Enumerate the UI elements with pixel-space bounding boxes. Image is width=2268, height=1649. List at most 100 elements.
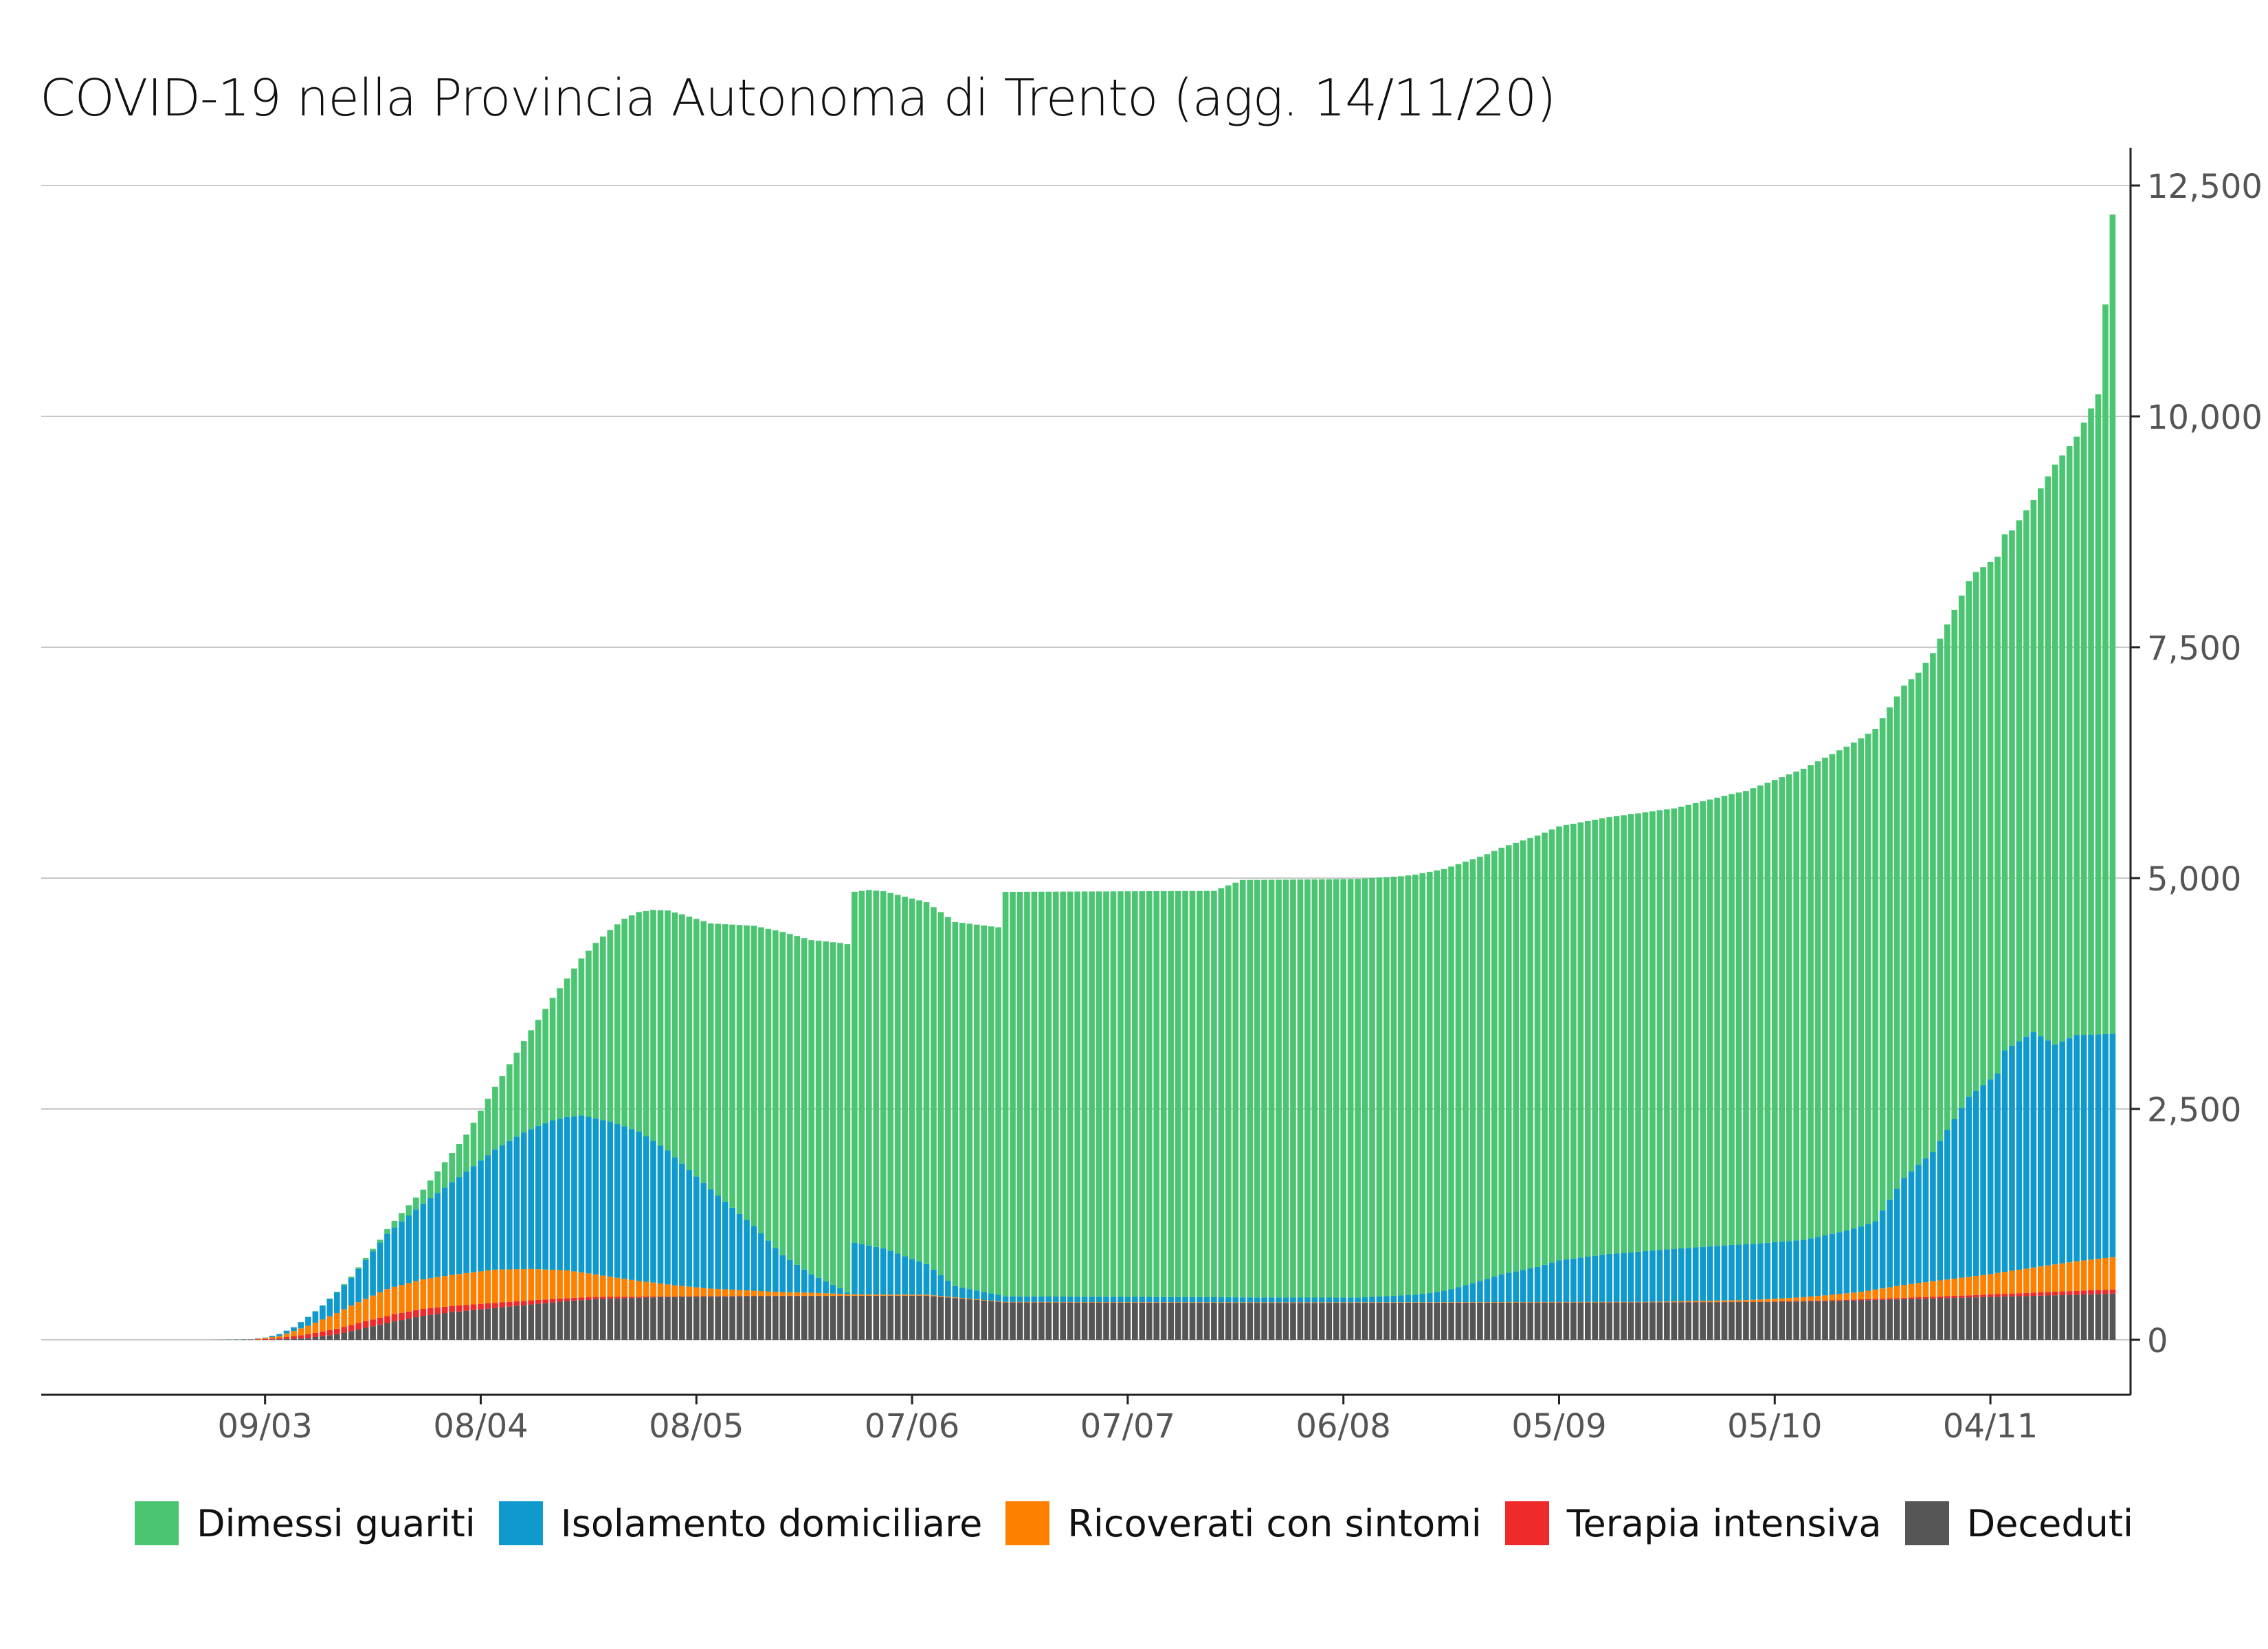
legend-item-terapia-intensiva[interactable]: Terapia intensiva (1504, 1501, 1882, 1545)
bar-segment (2074, 436, 2080, 1035)
bar-segment (1463, 862, 1469, 1286)
bar-segment (1484, 1279, 1491, 1303)
bar-segment (1282, 879, 1289, 1298)
bar-segment (679, 1297, 685, 1340)
bar-segment (1922, 1299, 1929, 1340)
bar-segment (1405, 1303, 1412, 1340)
bar-segment (837, 1296, 843, 1340)
bar-segment (1448, 1302, 1454, 1303)
bar-segment (362, 1257, 369, 1260)
legend-item-dimessi-guariti[interactable]: Dimessi guariti (134, 1501, 476, 1545)
bar-segment (478, 1309, 484, 1340)
bar-segment (1584, 1257, 1591, 1302)
bar-segment (1182, 890, 1188, 1297)
bar-segment (1779, 1301, 1786, 1340)
bar-segment (254, 1339, 261, 1340)
bar-segment (808, 940, 814, 1275)
legend-item-ricoverati-con-sintomi[interactable]: Ricoverati con sintomi (1005, 1501, 1482, 1545)
bar-segment (1203, 1302, 1210, 1303)
bar-segment (362, 1327, 369, 1340)
bar-segment (2001, 534, 2008, 1051)
bar-segment (1398, 1302, 1404, 1303)
bar-segment (1714, 1302, 1720, 1340)
bar-segment (355, 1268, 362, 1303)
bar-segment (1434, 1292, 1440, 1303)
bar-segment (823, 1296, 829, 1340)
bar-segment (2009, 1293, 2015, 1297)
bar-segment (887, 1294, 894, 1296)
bar-segment (1656, 1301, 1663, 1303)
bar-segment (636, 1297, 642, 1298)
bar-segment (1031, 1301, 1038, 1303)
bar-segment (1542, 832, 1548, 1265)
bar-segment (1398, 876, 1404, 1296)
bar-segment (542, 1299, 548, 1303)
bar-segment (1930, 1297, 1936, 1299)
bar-segment (391, 1220, 398, 1228)
bar-segment (1893, 696, 1900, 1189)
bar-segment (1808, 765, 1814, 1239)
bar-segment (736, 1213, 743, 1290)
bar-segment (650, 1282, 656, 1297)
bar-segment (1584, 1302, 1591, 1340)
bar-segment (981, 1299, 988, 1301)
bar-segment (1010, 1296, 1016, 1302)
bar-segment (744, 925, 750, 1220)
bar-segment (1858, 1226, 1865, 1292)
bar-segment (377, 1317, 383, 1325)
bar-segment (1843, 1299, 1850, 1301)
bar-segment (1405, 1294, 1412, 1303)
bar-segment (362, 1259, 369, 1299)
bar-segment (1728, 1300, 1735, 1302)
bar-segment (2059, 1294, 2066, 1340)
legend-item-deceduti[interactable]: Deceduti (1904, 1501, 2133, 1545)
bar-segment (1498, 1274, 1505, 1303)
bar-segment (2109, 1289, 2116, 1294)
bar-segment (1045, 891, 1052, 1297)
bar-segment (1463, 1302, 1469, 1303)
bar-segment (291, 1336, 297, 1339)
bar-segment (693, 1297, 700, 1340)
bar-segment (665, 1297, 671, 1340)
bar-segment (2088, 1294, 2094, 1340)
bar-segment (614, 1123, 621, 1278)
bar-segment (1311, 1302, 1318, 1303)
bar-segment (808, 1292, 814, 1296)
bar-segment (1692, 1302, 1699, 1340)
bar-segment (2030, 1267, 2037, 1293)
bar-segment (333, 1334, 340, 1340)
bar-segment (2009, 530, 2015, 1046)
bar-segment (1074, 1302, 1080, 1340)
bar-segment (1972, 1294, 1979, 1298)
bar-segment (2009, 1270, 2015, 1294)
bar-segment (1361, 1303, 1368, 1340)
legend-swatch-isolamento-domiciliare (498, 1501, 543, 1545)
bar-segment (427, 1278, 434, 1308)
bar-segment (1010, 1301, 1016, 1303)
bar-segment (1211, 890, 1217, 1297)
bar-segment (578, 958, 585, 1116)
bar-segment (1132, 1302, 1138, 1303)
bar-segment (1994, 557, 2001, 1074)
bar-segment (1282, 1303, 1289, 1340)
bar-segment (1843, 1293, 1850, 1300)
bar-segment (492, 1269, 498, 1303)
bar-segment (1621, 1301, 1627, 1303)
bar-segment (1872, 1289, 1879, 1299)
bar-segment (1347, 1297, 1354, 1303)
bar-segment (801, 1296, 808, 1340)
bar-segment (945, 1297, 951, 1340)
bar-segment (1067, 1297, 1074, 1302)
bar-segment (1103, 891, 1109, 1297)
bar-segment (1390, 876, 1397, 1296)
bar-segment (1771, 1301, 1778, 1340)
bar-segment (1599, 1301, 1605, 1303)
bar-segment (758, 1291, 764, 1297)
bar-segment (2088, 1259, 2094, 1290)
bar-segment (650, 1141, 656, 1283)
legend-item-isolamento-domiciliare[interactable]: Isolamento domiciliare (498, 1501, 982, 1545)
bar-segment (636, 1281, 642, 1297)
bar-segment (1944, 1130, 1950, 1280)
bar-segment (1843, 1230, 1850, 1294)
bar-segment (2016, 1041, 2023, 1270)
